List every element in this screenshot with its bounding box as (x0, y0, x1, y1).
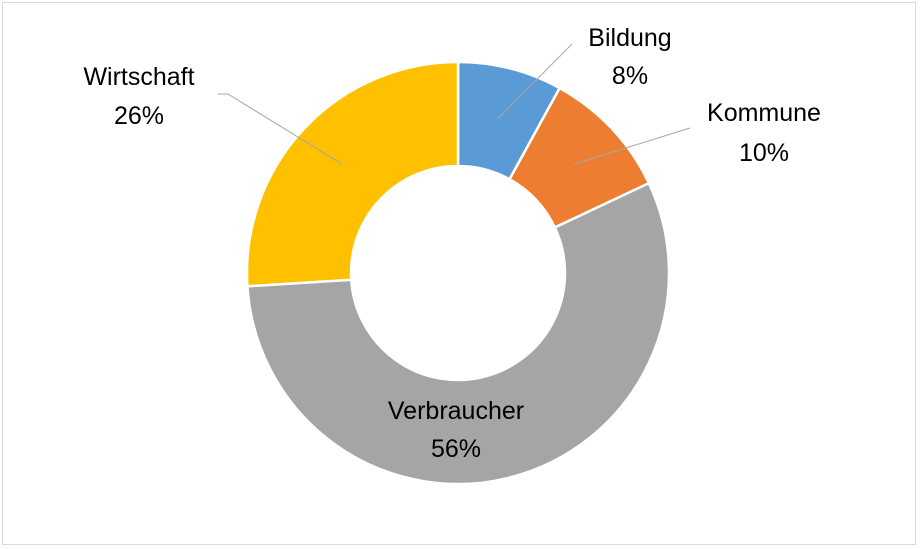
label-wirtschaft-value: 26% (114, 102, 164, 130)
slice-wirtschaft (245, 60, 460, 288)
leader-line-kommune (573, 127, 691, 165)
leader-lines (218, 43, 691, 165)
leader-line-bildung (497, 43, 573, 120)
label-kommune-value: 10% (739, 139, 789, 167)
label-verbraucher-name: Verbraucher (388, 397, 524, 425)
slice-verbraucher (246, 181, 671, 486)
data-labels: Bildung 8% Kommune 10% Verbraucher 56% W… (83, 24, 821, 463)
label-bildung-name: Bildung (588, 24, 671, 52)
leader-line-wirtschaft (218, 93, 343, 165)
slices (245, 60, 671, 486)
label-bildung-value: 8% (612, 62, 648, 90)
label-kommune-name: Kommune (707, 99, 821, 127)
label-verbraucher-value: 56% (431, 435, 481, 463)
label-wirtschaft-name: Wirtschaft (83, 63, 194, 91)
